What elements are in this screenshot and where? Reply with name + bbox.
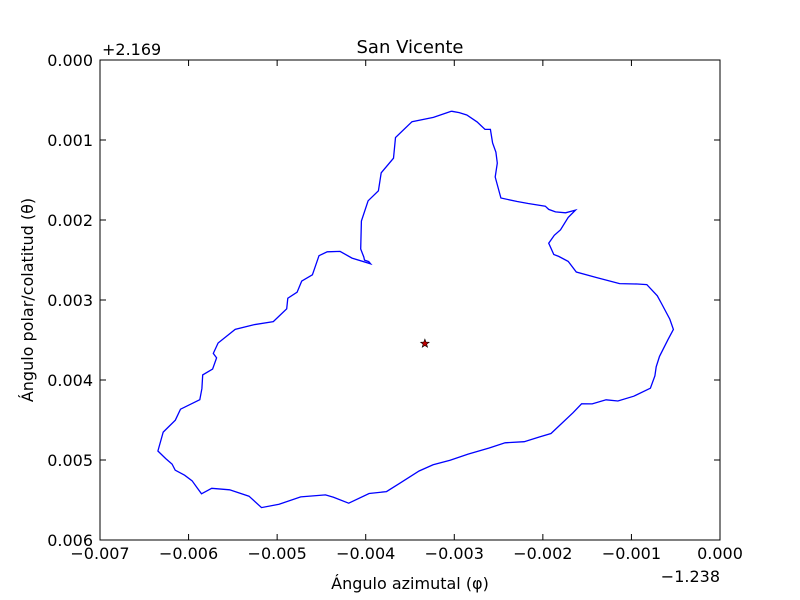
y-tick-label: 0.002 (47, 211, 93, 230)
x-tick-label: −0.002 (513, 544, 572, 563)
x-tick-label: −0.001 (602, 544, 661, 563)
x-tick-label: −0.007 (70, 544, 129, 563)
x-tick-label: −0.003 (425, 544, 484, 563)
x-tick-label: −0.005 (248, 544, 307, 563)
y-offset-label: +2.169 (102, 40, 161, 59)
y-tick-label: 0.001 (47, 131, 93, 150)
x-tick-label: −0.004 (336, 544, 395, 563)
series-boundary-line (157, 110, 675, 509)
x-tick-label: −0.006 (159, 544, 218, 563)
x-tick-label: 0.000 (697, 544, 743, 563)
chart-title: San Vicente (356, 37, 463, 58)
axis-ticks: −0.007 −0.006 −0.005 −0.004 −0.003 −0.002 −0.0… (47, 51, 743, 563)
center-star-marker (419, 338, 430, 348)
x-axis-label: Ángulo azimutal (φ) (331, 574, 489, 593)
x-offset-label: −1.238 (661, 567, 720, 586)
y-tick-label: 0.004 (47, 371, 93, 390)
y-axis-label: Ángulo polar/colatitud (θ) (18, 198, 37, 402)
plot-frame (99, 59, 721, 541)
y-tick-label: 0.006 (47, 531, 93, 550)
y-tick-label: 0.000 (47, 51, 93, 70)
y-tick-label: 0.005 (47, 451, 93, 470)
y-tick-label: 0.003 (47, 291, 93, 310)
